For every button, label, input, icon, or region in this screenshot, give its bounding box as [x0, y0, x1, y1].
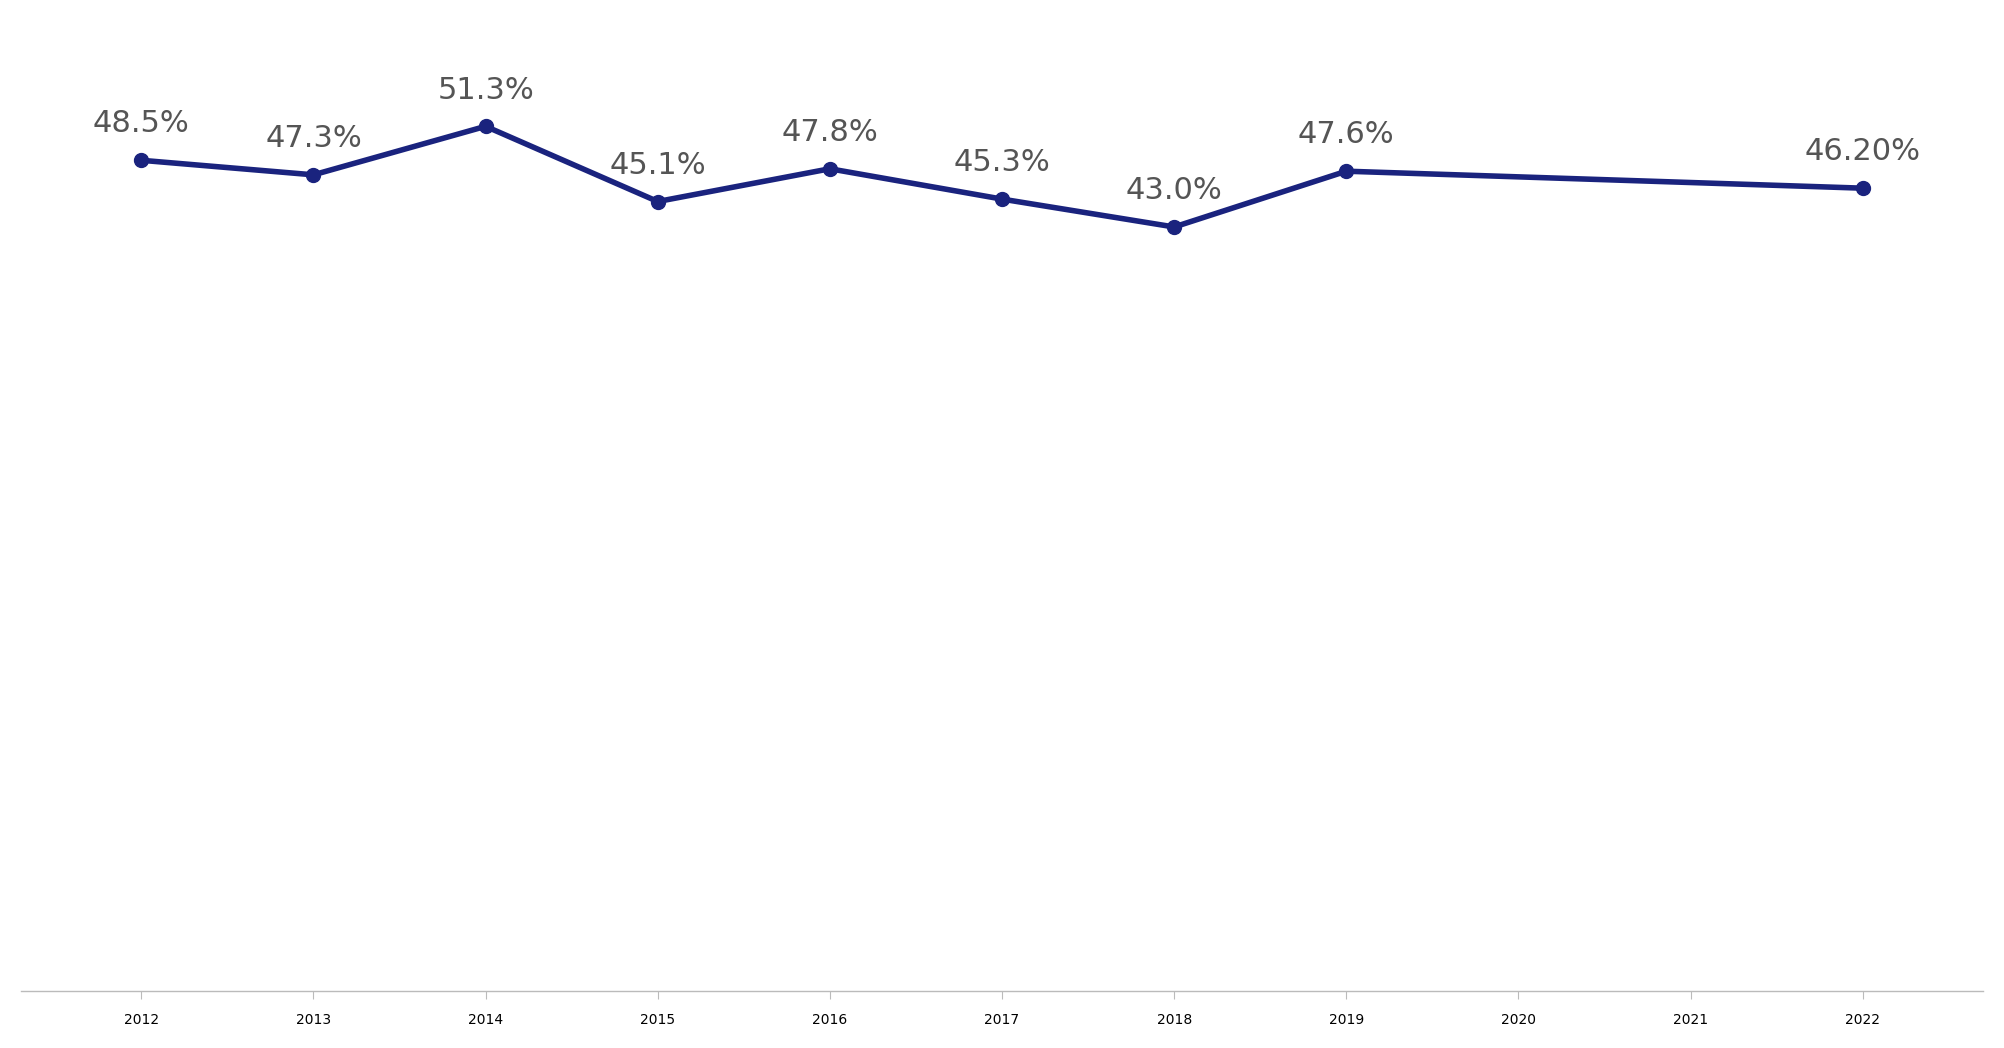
Text: 45.3%: 45.3% — [954, 148, 1050, 177]
Text: 48.5%: 48.5% — [92, 109, 190, 138]
Text: 45.1%: 45.1% — [609, 151, 705, 179]
Text: 47.6%: 47.6% — [1299, 121, 1395, 150]
Text: 47.3%: 47.3% — [265, 124, 363, 153]
Text: 43.0%: 43.0% — [1126, 176, 1222, 205]
Text: 47.8%: 47.8% — [782, 118, 878, 147]
Text: 46.20%: 46.20% — [1806, 137, 1920, 167]
Text: 51.3%: 51.3% — [437, 75, 533, 105]
